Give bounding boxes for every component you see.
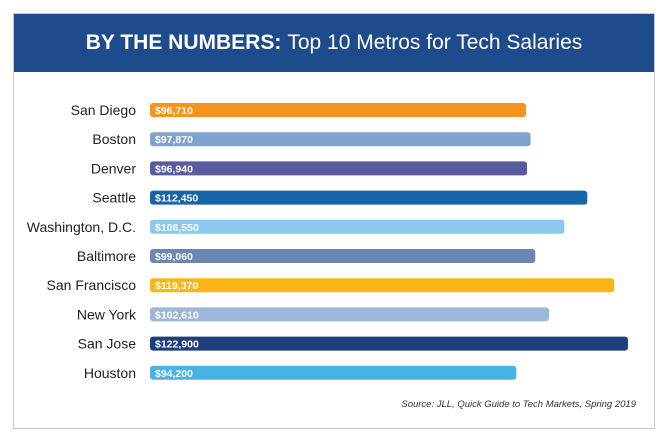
title-banner: BY THE NUMBERS: Top 10 Metros for Tech Sa… — [14, 14, 654, 72]
category-label: Boston — [92, 131, 136, 147]
bar — [150, 161, 527, 176]
category-label: Seattle — [92, 190, 136, 206]
bar — [150, 278, 615, 293]
category-label: Washington, D.C. — [27, 219, 136, 235]
bar — [150, 132, 531, 147]
category-label: Baltimore — [77, 248, 136, 264]
value-label: $97,870 — [155, 134, 193, 146]
category-label: San Jose — [78, 336, 137, 352]
category-label: San Diego — [71, 102, 137, 118]
bar-chart: San Diego $96,710 Boston $97,870 Denver $96,9… — [27, 102, 628, 381]
bar — [150, 103, 527, 117]
bar — [150, 219, 565, 234]
bar — [150, 249, 536, 263]
value-label: $96,710 — [155, 105, 193, 117]
bar — [150, 365, 517, 380]
value-label: $112,450 — [155, 193, 198, 205]
category-label: Houston — [84, 365, 136, 381]
value-label: $122,900 — [155, 339, 199, 351]
chart-frame: BY THE NUMBERS: Top 10 Metros for Tech Sa… — [13, 13, 655, 429]
value-label: $99,060 — [155, 251, 193, 263]
title-bold: BY THE NUMBERS: — [85, 31, 282, 54]
source-note: Source: JLL, Quick Guide to Tech Markets… — [401, 399, 636, 410]
bar — [150, 336, 628, 351]
category-label: Denver — [91, 160, 136, 176]
category-label: San Francisco — [47, 277, 137, 293]
bar — [150, 190, 588, 205]
value-label: $96,940 — [155, 163, 193, 175]
value-label: $119,370 — [155, 280, 198, 292]
value-label: $106,550 — [155, 222, 199, 234]
title-rest: Top 10 Metros for Tech Salaries — [287, 31, 583, 54]
category-label: New York — [77, 306, 137, 322]
bar — [150, 307, 550, 322]
value-label: $94,200 — [155, 368, 193, 380]
value-label: $102,610 — [155, 309, 199, 321]
